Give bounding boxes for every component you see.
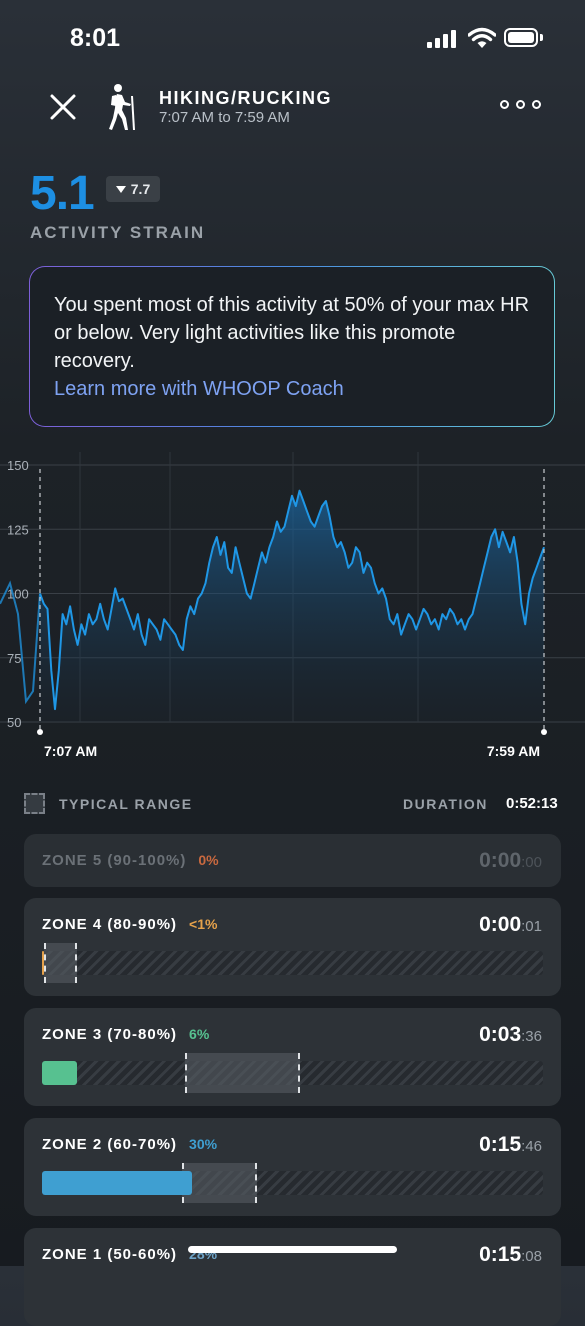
zone-time-seconds: :46: [521, 1138, 542, 1155]
zone-time-main: 0:03: [479, 1023, 522, 1046]
zone-name: ZONE 4 (80-90%) <1%: [42, 916, 217, 933]
strain-label: ACTIVITY STRAIN: [30, 223, 206, 242]
zone-card[interactable]: ZONE 3 (70-80%) 6% 0:03:36: [24, 1008, 561, 1106]
start-dot: [37, 729, 43, 735]
zone-time-seconds: :01: [521, 918, 542, 935]
end-dot: [541, 729, 547, 735]
heart-rate-chart: 150 125 100 75 50 7:07 AM 7:59 AM: [0, 452, 585, 759]
duration-value: 0:52:13: [506, 795, 558, 812]
more-icon[interactable]: [500, 100, 541, 109]
x-end-label: 7:59 AM: [487, 743, 540, 759]
wifi-icon: [468, 27, 496, 48]
typical-range-marker: [44, 943, 78, 983]
x-start-label: 7:07 AM: [44, 743, 97, 759]
zone-percent: <1%: [189, 916, 218, 932]
zone-percent: 6%: [189, 1026, 210, 1042]
hr-pre-activity-line: [0, 580, 41, 705]
hiker-icon: [109, 84, 135, 131]
hr-area: [40, 490, 544, 722]
typical-range-label: TYPICAL RANGE: [59, 796, 193, 812]
battery-tip: [540, 34, 543, 41]
typical-range-marker: [182, 1163, 258, 1203]
zone-time: 0:03:36: [479, 1023, 542, 1047]
zone-bar-fill: [42, 1171, 193, 1195]
zone-time-main: 0:15: [479, 1133, 522, 1156]
zone-name-text: ZONE 1 (50-60%): [42, 1246, 178, 1263]
zone-time-main: 0:00: [479, 849, 522, 872]
strain-badge: 7.7: [106, 176, 160, 202]
coach-link[interactable]: Learn more with WHOOP Coach: [54, 378, 344, 400]
y-tick-label: 50: [7, 715, 21, 730]
zone-bar-fill: [42, 1061, 78, 1085]
activity-title: HIKING/RUCKING: [159, 88, 332, 108]
coach-card: You spent most of this activity at 50% o…: [29, 266, 555, 427]
hr-series-line: [39, 489, 545, 711]
strain-badge-value: 7.7: [130, 181, 151, 197]
zone-bar-track: [42, 1163, 543, 1203]
caret-down-icon: [115, 185, 126, 193]
zone-name-text: ZONE 3 (70-80%): [42, 1026, 178, 1043]
y-tick-label: 125: [7, 522, 29, 537]
zone-card[interactable]: ZONE 5 (90-100%) 0% 0:00:00: [24, 834, 561, 887]
typical-range-marker: [184, 1053, 300, 1093]
status-time: 8:01: [70, 24, 121, 52]
zone-card[interactable]: ZONE 4 (80-90%) <1% 0:00:01: [24, 898, 561, 996]
zone-bar-track: [42, 1053, 543, 1093]
signal-icon: [427, 30, 457, 48]
zone-time: 0:00:00: [479, 849, 542, 873]
activity-time-range: 7:07 AM to 7:59 AM: [159, 109, 290, 126]
zone-percent: 30%: [189, 1136, 218, 1152]
zone-time-main: 0:00: [479, 913, 522, 936]
strain-value: 5.1: [30, 167, 95, 220]
coach-text: You spent most of this activity at 50% o…: [54, 294, 530, 372]
close-icon[interactable]: [48, 92, 78, 122]
zone-time-seconds: :08: [521, 1248, 542, 1265]
zone-time: 0:15:08: [479, 1243, 542, 1267]
zone-name: ZONE 5 (90-100%) 0%: [42, 852, 219, 869]
y-tick-label: 150: [7, 458, 29, 473]
duration-label: DURATION: [403, 796, 488, 812]
zone-time-seconds: :00: [521, 854, 542, 871]
y-tick-label: 100: [7, 587, 29, 602]
battery-icon: [504, 28, 538, 47]
typical-range-swatch: [24, 793, 45, 814]
zone-percent: 0%: [198, 852, 219, 868]
home-indicator[interactable]: [188, 1246, 397, 1253]
zone-bar-fill: [42, 951, 44, 975]
zone-time: 0:00:01: [479, 913, 542, 937]
zone-time-seconds: :36: [521, 1028, 542, 1045]
zone-card[interactable]: ZONE 2 (60-70%) 30% 0:15:46: [24, 1118, 561, 1216]
zone-card[interactable]: ZONE 1 (50-60%) 28% 0:15:08: [24, 1228, 561, 1326]
zone-time-main: 0:15: [479, 1243, 522, 1266]
zone-name-text: ZONE 2 (60-70%): [42, 1136, 178, 1153]
zone-bar-track: [42, 943, 543, 983]
zone-name: ZONE 2 (60-70%) 30%: [42, 1136, 217, 1153]
zone-name-text: ZONE 4 (80-90%): [42, 916, 178, 933]
zone-name: ZONE 3 (70-80%) 6%: [42, 1026, 209, 1043]
y-tick-label: 75: [7, 651, 21, 666]
zone-time: 0:15:46: [479, 1133, 542, 1157]
zone-name-text: ZONE 5 (90-100%): [42, 852, 187, 869]
